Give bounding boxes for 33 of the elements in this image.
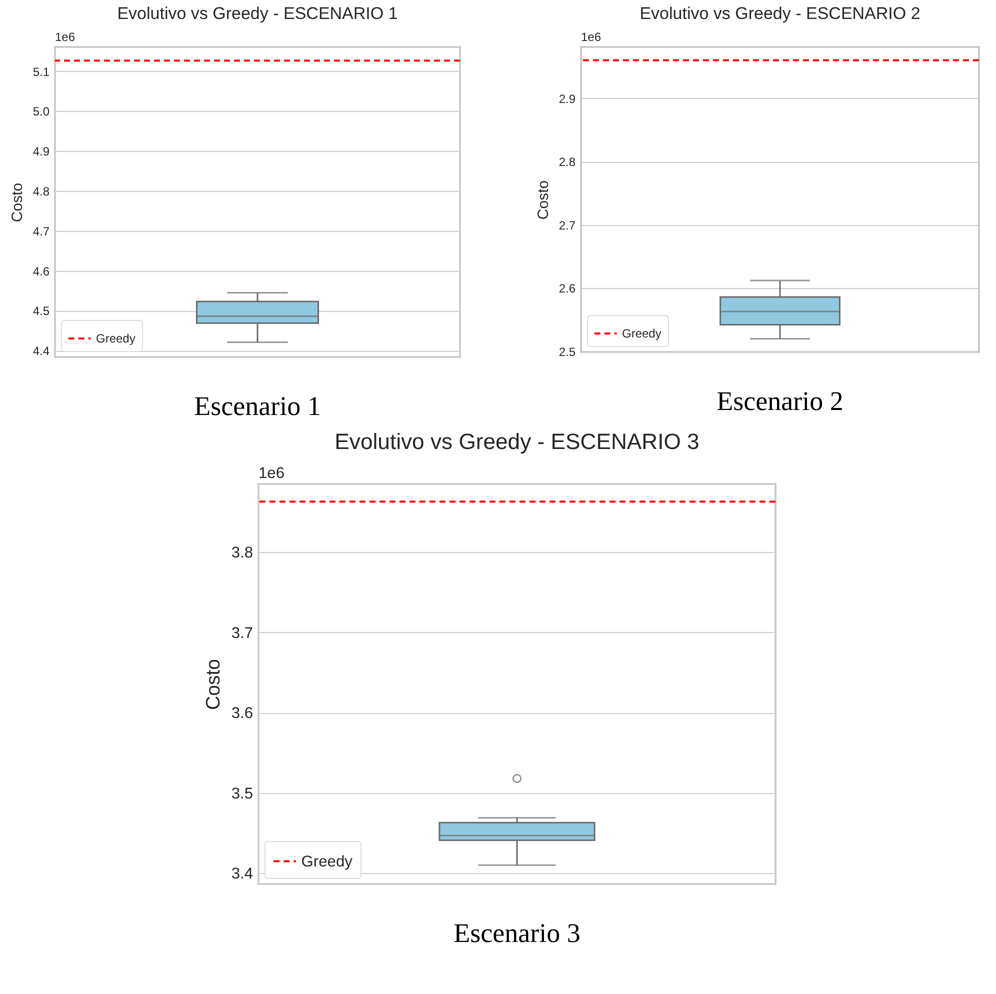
y-tick-label: 3.8 — [231, 544, 253, 562]
y-tick-label: 2.5 — [558, 344, 576, 359]
y-tick-label: 4.9 — [32, 144, 50, 159]
y-tick-label: 3.7 — [231, 624, 253, 642]
legend-label: Greedy — [301, 853, 353, 870]
legend-label: Greedy — [96, 332, 136, 346]
y-tick-label: 3.4 — [231, 866, 254, 883]
y-tick-label: 4.7 — [32, 224, 50, 238]
y-tick-label: 3.6 — [231, 705, 253, 722]
y-axis-title: Costo — [534, 180, 552, 220]
y-tick-label: 5.0 — [32, 104, 50, 119]
text: 1e6 — [258, 465, 285, 482]
y-tick-label: 2.7 — [558, 218, 576, 232]
y-tick-label: 4.5 — [32, 304, 50, 318]
y-tick-label: 5.1 — [32, 64, 50, 79]
y-tick-label: 2.6 — [558, 282, 576, 296]
y-tick-label: 2.8 — [558, 155, 576, 170]
chart-title: Evolutivo vs Greedy - ESCENARIO 1 — [117, 4, 398, 23]
text: 1e6 — [55, 30, 76, 44]
text: 1e6 — [581, 30, 602, 44]
text: Escenario 1 — [194, 391, 321, 421]
chart-title: Evolutivo vs Greedy - ESCENARIO 3 — [334, 428, 700, 454]
y-tick-label: 2.9 — [558, 92, 576, 106]
legend-label: Greedy — [622, 326, 662, 340]
y-axis-title: Costo — [202, 658, 224, 710]
y-tick-label: 3.5 — [231, 785, 254, 802]
text: Escenario 3 — [454, 918, 580, 948]
y-tick-label: 4.4 — [32, 344, 50, 358]
text: Escenario 2 — [716, 386, 844, 416]
y-tick-label: 4.8 — [32, 184, 50, 199]
y-axis-title: Costo — [8, 182, 26, 222]
y-tick-label: 4.6 — [32, 264, 50, 278]
chart-title: Evolutivo vs Greedy - ESCENARIO 2 — [640, 4, 920, 23]
